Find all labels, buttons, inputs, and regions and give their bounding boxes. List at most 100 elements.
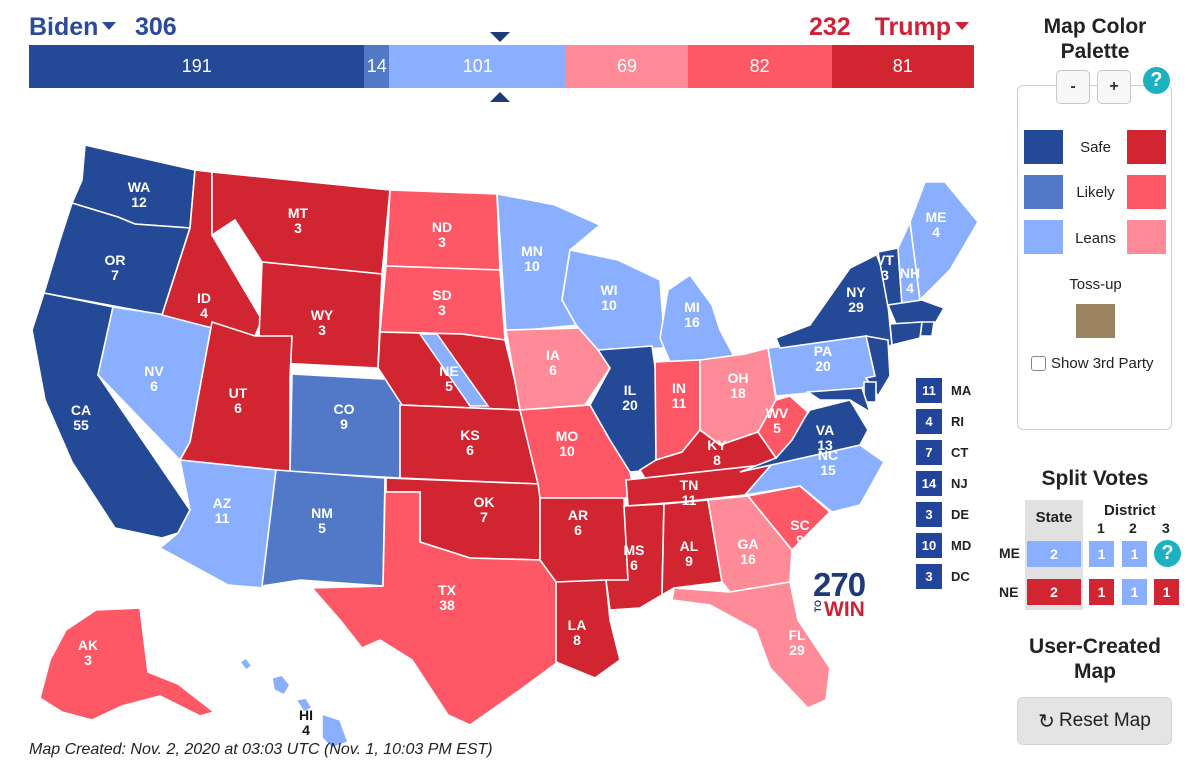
small-state-abbr-md: MD — [951, 538, 972, 553]
refresh-icon: ↻ — [1038, 710, 1055, 733]
swatch-safe-r[interactable] — [1127, 130, 1166, 164]
palette-title: Map Color Palette — [1043, 15, 1147, 63]
show-3rd-party-checkbox[interactable]: Show 3rd Party — [1031, 355, 1154, 372]
reset-map-label: Reset Map — [1058, 710, 1151, 731]
state-MT[interactable] — [211, 171, 391, 275]
small-state-votes-ri[interactable]: 4 — [916, 409, 942, 434]
state-SD[interactable] — [379, 265, 506, 341]
midpoint-up-arrow-icon — [490, 92, 510, 102]
split-district-header: District — [1104, 502, 1156, 519]
small-state-row-ri: 4 RI — [916, 406, 971, 437]
biden-dropdown[interactable]: Biden — [29, 12, 122, 42]
270-to-win-logo: 270 TO WIN — [813, 566, 866, 621]
ne-district-2[interactable]: 1 — [1122, 579, 1147, 605]
small-state-row-dc: 3 DC — [916, 561, 971, 592]
district-1-header: 1 — [1097, 520, 1105, 536]
state-NJ[interactable] — [864, 334, 891, 398]
palette-minus-button[interactable]: - — [1056, 70, 1090, 104]
ne-district-1[interactable]: 1 — [1089, 579, 1114, 605]
small-state-row-md: 10 MD — [916, 530, 971, 561]
me-state-votes[interactable]: 2 — [1027, 541, 1081, 567]
ne-district-3[interactable]: 1 — [1154, 579, 1179, 605]
state-ME[interactable] — [909, 181, 979, 302]
swatch-leans-r[interactable] — [1127, 220, 1166, 254]
state-AL[interactable] — [661, 499, 723, 597]
ne-state-votes[interactable]: 2 — [1027, 579, 1081, 605]
small-state-abbr-dc: DC — [951, 569, 970, 584]
small-state-votes-ma[interactable]: 11 — [916, 378, 942, 403]
small-state-row-ct: 7 CT — [916, 437, 971, 468]
state-CT[interactable] — [889, 321, 923, 347]
bar-segment-5[interactable]: 81 — [831, 45, 974, 88]
state-ND[interactable] — [385, 189, 501, 271]
small-state-abbr-nj: NJ — [951, 476, 968, 491]
bar-segment-0[interactable]: 191 — [29, 45, 365, 88]
district-2-header: 2 — [1129, 520, 1137, 536]
palette-help-icon[interactable]: ? — [1143, 67, 1170, 94]
state-HI[interactable] — [238, 656, 350, 749]
split-row-ne-label: NE — [999, 584, 1019, 600]
bar-segment-4[interactable]: 82 — [687, 45, 832, 88]
state-KS[interactable] — [399, 404, 540, 485]
chevron-down-icon — [102, 22, 117, 31]
state-TN[interactable] — [625, 462, 774, 507]
us-map: WA 12 OR 7 CA 55 NV 6 ID 4 MT 3 WY 3 UT 6 AZ 11 CO 9 NM 5 ND 3 S… — [0, 100, 1000, 750]
small-state-abbr-ct: CT — [951, 445, 969, 460]
biden-total: 306 — [135, 13, 177, 41]
safe-label: Safe — [1080, 139, 1111, 156]
trump-label: Trump — [874, 13, 951, 41]
trump-dropdown[interactable]: Trump — [875, 12, 975, 42]
state-WV[interactable] — [757, 395, 810, 460]
small-state-votes-md[interactable]: 10 — [916, 533, 942, 558]
biden-label: Biden — [29, 13, 99, 41]
state-MA[interactable] — [886, 299, 946, 325]
small-state-votes-nj[interactable]: 14 — [916, 471, 942, 496]
split-row-me-label: ME — [999, 545, 1020, 561]
split-votes-help-icon[interactable]: ? — [1154, 540, 1181, 567]
checkbox-box[interactable] — [1031, 356, 1046, 371]
state-UT[interactable] — [178, 320, 293, 473]
small-state-votes-ct[interactable]: 7 — [916, 440, 942, 465]
small-state-votes-dc[interactable]: 3 — [916, 564, 942, 589]
small-state-row-nj: 14 NJ — [916, 468, 971, 499]
midpoint-down-arrow-icon — [490, 32, 510, 42]
me-district-1[interactable]: 1 — [1089, 541, 1114, 567]
state-TX[interactable] — [310, 491, 559, 726]
small-state-row-ma: 11 MA — [916, 375, 971, 406]
state-MD[interactable] — [805, 387, 872, 414]
small-state-abbr-ri: RI — [951, 414, 964, 429]
bar-segment-3[interactable]: 69 — [566, 45, 688, 88]
trump-total: 232 — [809, 13, 851, 41]
swatch-tossup[interactable] — [1076, 304, 1115, 338]
swatch-safe-d[interactable] — [1024, 130, 1063, 164]
district-3-header: 3 — [1162, 520, 1170, 536]
reset-map-button[interactable]: ↻ Reset Map — [1017, 697, 1172, 745]
state-CO[interactable] — [289, 373, 403, 479]
state-AK[interactable] — [39, 607, 216, 721]
state-NM[interactable] — [261, 469, 386, 587]
show-3rd-party-label: Show 3rd Party — [1051, 355, 1154, 372]
small-state-votes-de[interactable]: 3 — [916, 502, 942, 527]
state-IA[interactable] — [505, 327, 611, 411]
state-ev-hi: 4 — [302, 722, 310, 738]
swatch-likely-d[interactable] — [1024, 175, 1063, 209]
color-palette-panel: Safe Likely Leans Toss-up Show 3rd Party — [1017, 85, 1172, 430]
state-MI[interactable] — [659, 273, 737, 363]
swatch-likely-r[interactable] — [1127, 175, 1166, 209]
state-FL[interactable] — [671, 581, 831, 709]
state-AR[interactable] — [539, 497, 629, 583]
small-states-list: 11 MA 4 RI 7 CT 14 NJ 3 DE 10 MD 3 DC — [916, 375, 971, 592]
ne-district-2-stripe[interactable] — [418, 333, 490, 407]
map-created-timestamp: Map Created: Nov. 2, 2020 at 03:03 UTC (… — [29, 741, 493, 758]
electoral-vote-bar: 191 14 101 69 82 81 — [29, 45, 974, 88]
user-created-map-title: User-Created Map — [1029, 635, 1161, 683]
bar-segment-1[interactable]: 14 — [364, 45, 390, 88]
palette-plus-button[interactable]: + — [1097, 70, 1131, 104]
swatch-leans-d[interactable] — [1024, 220, 1063, 254]
small-state-abbr-ma: MA — [951, 383, 972, 398]
split-votes-title: Split Votes — [1041, 467, 1149, 490]
leans-label: Leans — [1075, 230, 1116, 247]
small-state-row-de: 3 DE — [916, 499, 971, 530]
bar-segment-2[interactable]: 101 — [389, 45, 567, 88]
me-district-2[interactable]: 1 — [1122, 541, 1147, 567]
